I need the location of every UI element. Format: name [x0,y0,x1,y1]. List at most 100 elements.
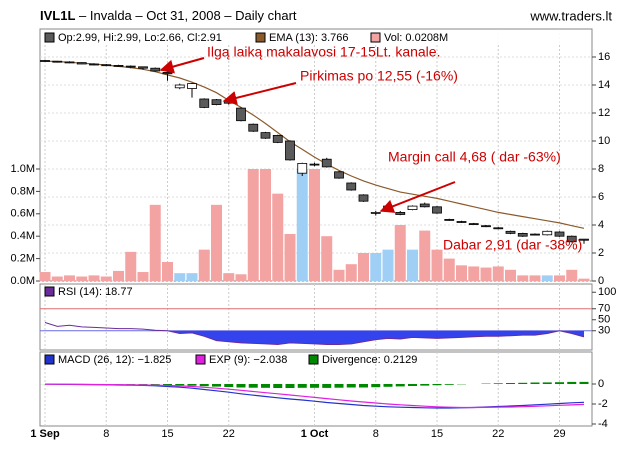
volume-bar [419,230,431,281]
candle-body [285,140,295,161]
rsi-line [44,322,585,346]
candle-body [309,163,320,166]
arrow [159,57,205,74]
volume-bar [468,266,480,281]
y-tick-label: 0.2M [11,253,35,265]
candle-body [113,65,124,67]
x-tick-label: 22 [492,428,504,440]
y-tick-label: 14 [598,79,610,91]
arrows [159,57,456,213]
volume-bar [174,273,186,281]
y-tick-label: 4 [598,219,604,231]
volume-bar [345,264,357,281]
volume-bar [247,169,259,281]
x-tick-label: 29 [553,428,565,440]
divergence-bar [224,384,234,387]
divergence-bar [248,384,258,388]
y-tick-label: -4 [598,418,608,430]
candle-body [370,211,381,214]
source: www.traders.lt [529,8,612,23]
candle-body [334,171,344,179]
volume-bar [407,249,418,281]
volume-bar [443,258,455,281]
y-tick-label: 100 [598,286,616,298]
symbol: IVL1L [40,8,75,23]
candle-body [64,61,75,64]
y-tick-label: 6 [598,191,604,203]
x-tick-label: 8 [103,428,109,440]
volume-bar [88,275,100,281]
legend-label: Vol: 0.0208M [384,32,448,44]
legend-swatch [44,286,55,297]
candle-body [419,203,430,208]
x-tick-label: 1 Oct [301,428,329,440]
y-tick-label: 10 [598,135,610,147]
title: – Invalda – Oct 31, 2008 – Daily chart [75,8,297,23]
y-tick-label: 16 [598,51,610,63]
candle-body [248,123,259,132]
legend-swatch [195,354,206,365]
candle-body [517,232,528,237]
volume-bar [382,249,394,281]
volume-bar [370,253,382,281]
divergence-bar [555,382,564,384]
candle-body [481,225,491,228]
candle-body [542,230,553,236]
volume-bar [394,225,406,281]
volume-bar [284,233,296,281]
candle-body [162,72,173,75]
volume-bar [431,249,443,281]
divergence-bar [579,381,589,384]
candle-body [321,158,332,168]
divergence-bar [212,384,221,387]
divergence-bar [383,384,393,387]
y-tick-label: 0 [598,378,604,390]
candle-body [554,231,565,237]
volume-bar [358,253,369,281]
volume-bar [198,249,210,281]
volume-bar [39,272,51,281]
volume-bar [578,278,590,281]
candle-body [211,99,222,105]
plot-layer: 0 2 4 6 8 10 12 14 16 0.0M 0.2M 0.4M 0.6M 0.8M 1.0M Op:… [11,28,616,440]
x-tick-label: 15 [161,428,173,440]
legend-swatch [44,32,55,43]
volume-bar [186,273,198,281]
volume-bar [162,261,173,281]
annotation: Dabar 2,91 (dar -38%) [443,237,582,253]
volume-bar [554,275,565,281]
annotation: Pirkimas po 12,55 (-16%) [300,68,458,84]
candle-body [187,83,197,89]
volume-bar [260,169,271,281]
divergence-bar [530,382,540,384]
y-tick-label: 50 [598,314,610,326]
divergence-bar [542,382,552,384]
divergence-bar [236,384,246,388]
volume-bar [137,272,149,281]
volume-bar [505,269,516,281]
candle-body [89,63,99,66]
legend-swatch [308,354,319,365]
divergence-bar [163,384,172,385]
candle-body [52,60,63,63]
divergence-bar [310,384,319,388]
volume-bar [456,265,467,281]
volume-bar [235,274,247,281]
divergence-bar [518,382,528,384]
y-tick-label: 0.8M [11,185,35,197]
legend-label: Divergence: 0.2129 [322,354,417,366]
y-tick-label: 0.4M [11,230,35,242]
candle-body [260,132,271,139]
volume-bar [149,204,161,281]
legend-swatch [370,32,381,43]
volume-bar [480,267,492,281]
divergence-bar [334,384,344,388]
y-tick-label: 12 [598,107,610,119]
y-tick-label: 0.6M [11,208,35,220]
y-tick-label: 30 [598,325,610,337]
divergence-bar [285,384,295,388]
volume-bar [517,275,529,281]
volume-bar [64,275,75,281]
x-tick-label: 22 [223,428,235,440]
